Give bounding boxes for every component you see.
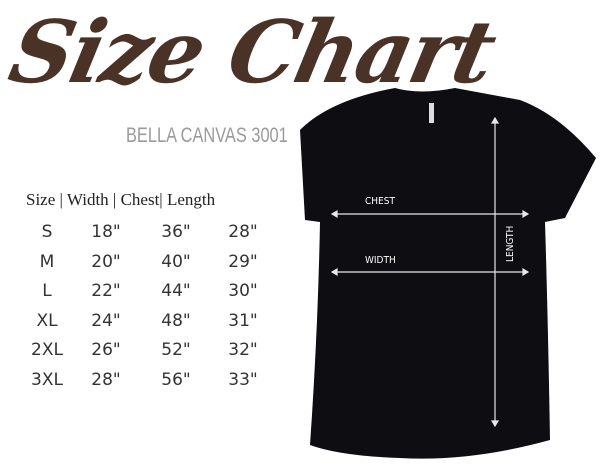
width-cell: 24" bbox=[91, 310, 121, 331]
tshirt-shape bbox=[300, 88, 596, 459]
neck-tag bbox=[429, 103, 434, 123]
length-cell: 33" bbox=[228, 369, 258, 390]
product-subtitle: BELLA CANVAS 3001 bbox=[126, 124, 288, 147]
length-cell: 32" bbox=[228, 340, 258, 360]
chest-cell: 56" bbox=[161, 369, 191, 390]
chest-cell: 52" bbox=[161, 340, 191, 360]
table-header: Size | Width | Chest| Length bbox=[26, 190, 216, 209]
width-cell: 22" bbox=[91, 281, 121, 301]
table-row: XL 24" 48" 31" bbox=[0, 311, 290, 339]
size-cell: L bbox=[42, 281, 52, 301]
chest-cell: 48" bbox=[161, 310, 191, 331]
width-cell: 18" bbox=[91, 222, 121, 242]
size-cell: 3XL bbox=[31, 369, 63, 390]
length-cell: 31" bbox=[228, 310, 258, 331]
table-row: 2XL 26" 52" 32" bbox=[0, 340, 290, 368]
length-label: LENGTH bbox=[505, 226, 516, 262]
width-cell: 20" bbox=[91, 251, 121, 272]
width-cell: 28" bbox=[91, 369, 121, 390]
table-row: S 18" 36" 28" bbox=[0, 222, 290, 250]
size-cell: 2XL bbox=[31, 340, 63, 360]
table-row: M 20" 40" 29" bbox=[0, 252, 290, 280]
chest-label: CHEST bbox=[365, 196, 395, 207]
table-row: 3XL 28" 56" 33" bbox=[0, 370, 290, 398]
chest-cell: 44" bbox=[161, 281, 191, 301]
length-cell: 29" bbox=[228, 251, 258, 272]
length-cell: 28" bbox=[228, 222, 258, 242]
size-cell: M bbox=[39, 251, 55, 272]
table-row: L 22" 44" 30" bbox=[0, 281, 290, 309]
size-cell: XL bbox=[36, 310, 58, 331]
chest-cell: 40" bbox=[161, 251, 191, 272]
length-cell: 30" bbox=[228, 281, 258, 301]
width-label: WIDTH bbox=[365, 255, 396, 266]
chest-cell: 36" bbox=[161, 222, 191, 242]
width-cell: 26" bbox=[91, 340, 121, 360]
size-cell: S bbox=[41, 222, 53, 242]
